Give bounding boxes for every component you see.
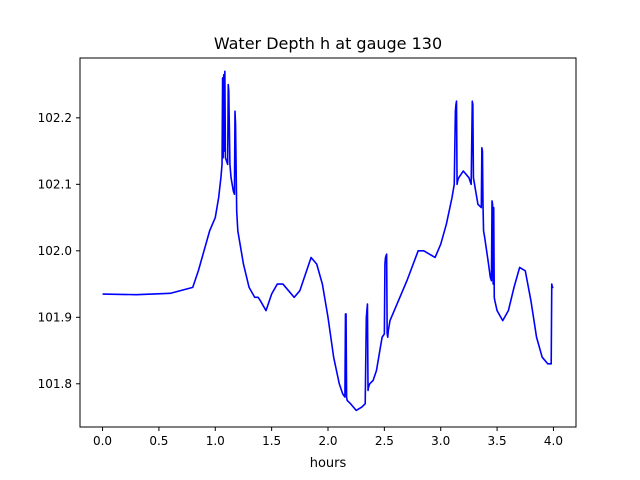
x-tick-label: 3.0 bbox=[431, 434, 450, 448]
y-axis: 101.8 101.9 102.0 102.1 102.2 bbox=[38, 111, 80, 391]
x-tick-label: 1.0 bbox=[206, 434, 225, 448]
y-tick-label: 101.8 bbox=[38, 377, 72, 391]
x-axis: 0.0 0.5 1.0 1.5 2.0 2.5 3.0 3.5 4.0 bbox=[93, 427, 563, 448]
x-tick-label: 0.0 bbox=[93, 434, 112, 448]
chart-title: Water Depth h at gauge 130 bbox=[214, 34, 442, 53]
x-tick-label: 0.5 bbox=[149, 434, 168, 448]
x-tick-label: 4.0 bbox=[544, 434, 563, 448]
plot-frame bbox=[79, 57, 577, 428]
x-tick-label: 3.5 bbox=[488, 434, 507, 448]
x-axis-label: hours bbox=[310, 456, 347, 471]
y-tick-label: 102.2 bbox=[38, 111, 72, 125]
y-tick-label: 101.9 bbox=[38, 310, 72, 324]
series-line-0 bbox=[102, 70, 554, 412]
y-tick-label: 102.1 bbox=[38, 177, 72, 191]
x-tick-label: 2.5 bbox=[375, 434, 394, 448]
plot-area bbox=[102, 70, 554, 412]
x-tick-label: 1.5 bbox=[262, 434, 281, 448]
x-tick-label: 2.0 bbox=[318, 434, 337, 448]
y-tick-label: 102.0 bbox=[38, 244, 72, 258]
